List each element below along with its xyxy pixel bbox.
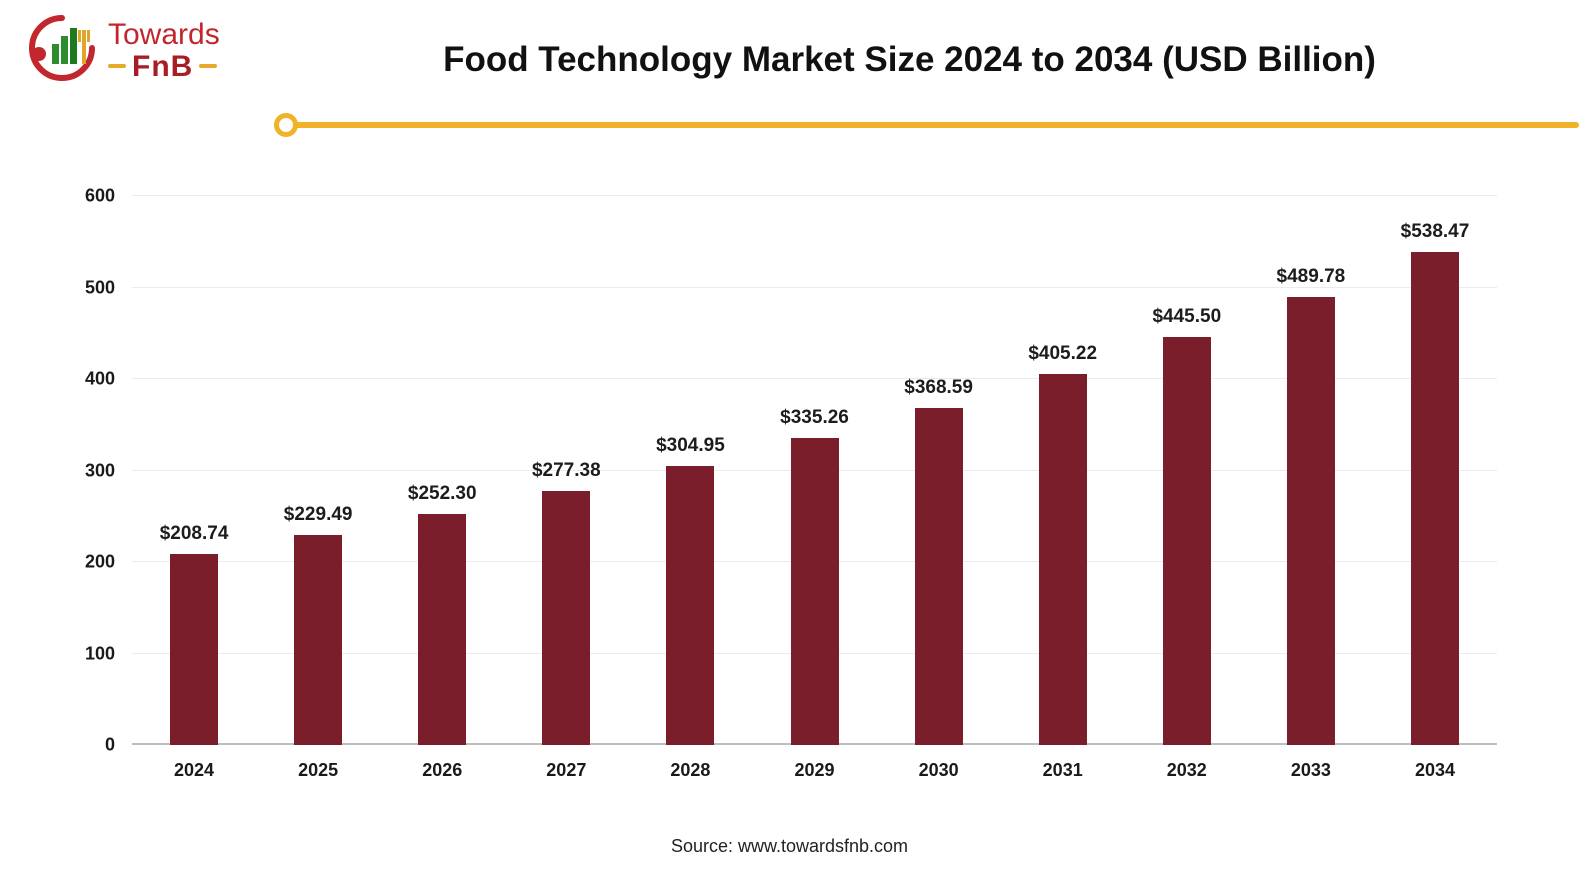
y-axis-tick-label: 300	[84, 460, 115, 480]
bar-group: $538.47	[1373, 196, 1497, 745]
bars-row: $208.74 $229.49 $252.30 $277.38 $304.95 $335.…	[132, 196, 1497, 745]
bar	[1410, 252, 1459, 745]
bar-group: $229.49	[256, 196, 380, 745]
brand-dash-right	[199, 64, 218, 69]
bar	[542, 491, 591, 745]
bar	[294, 535, 343, 745]
x-axis-label: 2029	[794, 760, 835, 780]
y-axis-tick-label: 500	[84, 277, 115, 297]
bar-value-label: $335.26	[780, 407, 849, 429]
bar-group: $335.26	[752, 196, 876, 745]
bar-group: $368.59	[877, 196, 1001, 745]
y-axis-tick-label: 600	[84, 185, 115, 206]
divider-circle-icon	[274, 113, 298, 137]
bar-value-label: $208.74	[159, 523, 229, 545]
x-axis-label: 2028	[670, 760, 711, 780]
y-axis-tick-label: 0	[104, 734, 115, 755]
y-axis-tick-label: 200	[84, 551, 115, 572]
bar-group: $405.22	[1001, 196, 1125, 745]
x-axis-label: 2024	[174, 760, 215, 780]
gridline	[132, 378, 1497, 379]
brand-text: Towards FnB	[108, 19, 220, 82]
x-axis-label: 2034	[1414, 760, 1455, 780]
bar	[666, 465, 715, 745]
bar-group: $304.95	[628, 196, 752, 745]
x-axis-label: 2032	[1166, 760, 1207, 780]
bar	[170, 554, 219, 745]
gridline	[132, 195, 1497, 196]
x-axis-label: 2025	[298, 760, 339, 780]
bar-value-label: $252.30	[407, 483, 477, 505]
bar-value-label: $304.95	[656, 434, 725, 456]
bar-group: $489.78	[1249, 196, 1373, 745]
brand-logo: Towards FnB	[26, 12, 220, 89]
bar-value-label: $229.49	[283, 504, 353, 526]
bar-value-label: $368.59	[904, 376, 973, 398]
bar-value-label: $445.50	[1152, 306, 1222, 328]
y-axis-tick-label: 100	[84, 643, 115, 663]
x-axis: 2024 2025 2026 2027 2028 2029 2030 2031 2032 2033…	[132, 760, 1497, 781]
x-axis-label: 2026	[422, 760, 463, 780]
plot-area: $208.74 $229.49 $252.30 $277.38 $304.95 $335.…	[132, 195, 1497, 745]
bar	[1162, 337, 1211, 745]
bar-value-label: $538.47	[1400, 221, 1470, 243]
bar	[418, 514, 467, 745]
gridline	[132, 286, 1497, 288]
x-axis-label: 2031	[1042, 760, 1083, 780]
bar-value-label: $405.22	[1028, 343, 1098, 365]
bar-group: $208.74	[132, 196, 256, 745]
bar	[790, 438, 839, 745]
brand-dash-left	[108, 64, 126, 69]
divider-line	[290, 122, 1579, 128]
y-axis: 0 100 200 300 400 500 600	[50, 186, 115, 755]
bar-group: $277.38	[504, 196, 628, 745]
brand-name-bottom: FnB	[132, 49, 194, 83]
bar-group: $252.30	[380, 196, 504, 745]
x-axis-label: 2030	[918, 760, 959, 780]
bar	[914, 407, 963, 745]
source-text: Source: www.towardsfnb.com	[670, 836, 909, 856]
bar-group: $445.50	[1125, 196, 1249, 745]
brand-name-top: Towards	[108, 18, 220, 51]
bar	[1038, 374, 1087, 745]
logo-icon	[26, 12, 98, 89]
bar-value-label: $277.38	[531, 460, 601, 482]
bar	[1286, 296, 1335, 745]
bar-value-label: $489.78	[1276, 265, 1346, 287]
chart-title: Food Technology Market Size 2024 to 2034…	[443, 40, 1376, 79]
x-axis-label: 2033	[1290, 760, 1331, 780]
y-axis-tick-label: 400	[84, 368, 115, 389]
x-axis-label: 2027	[546, 760, 587, 780]
